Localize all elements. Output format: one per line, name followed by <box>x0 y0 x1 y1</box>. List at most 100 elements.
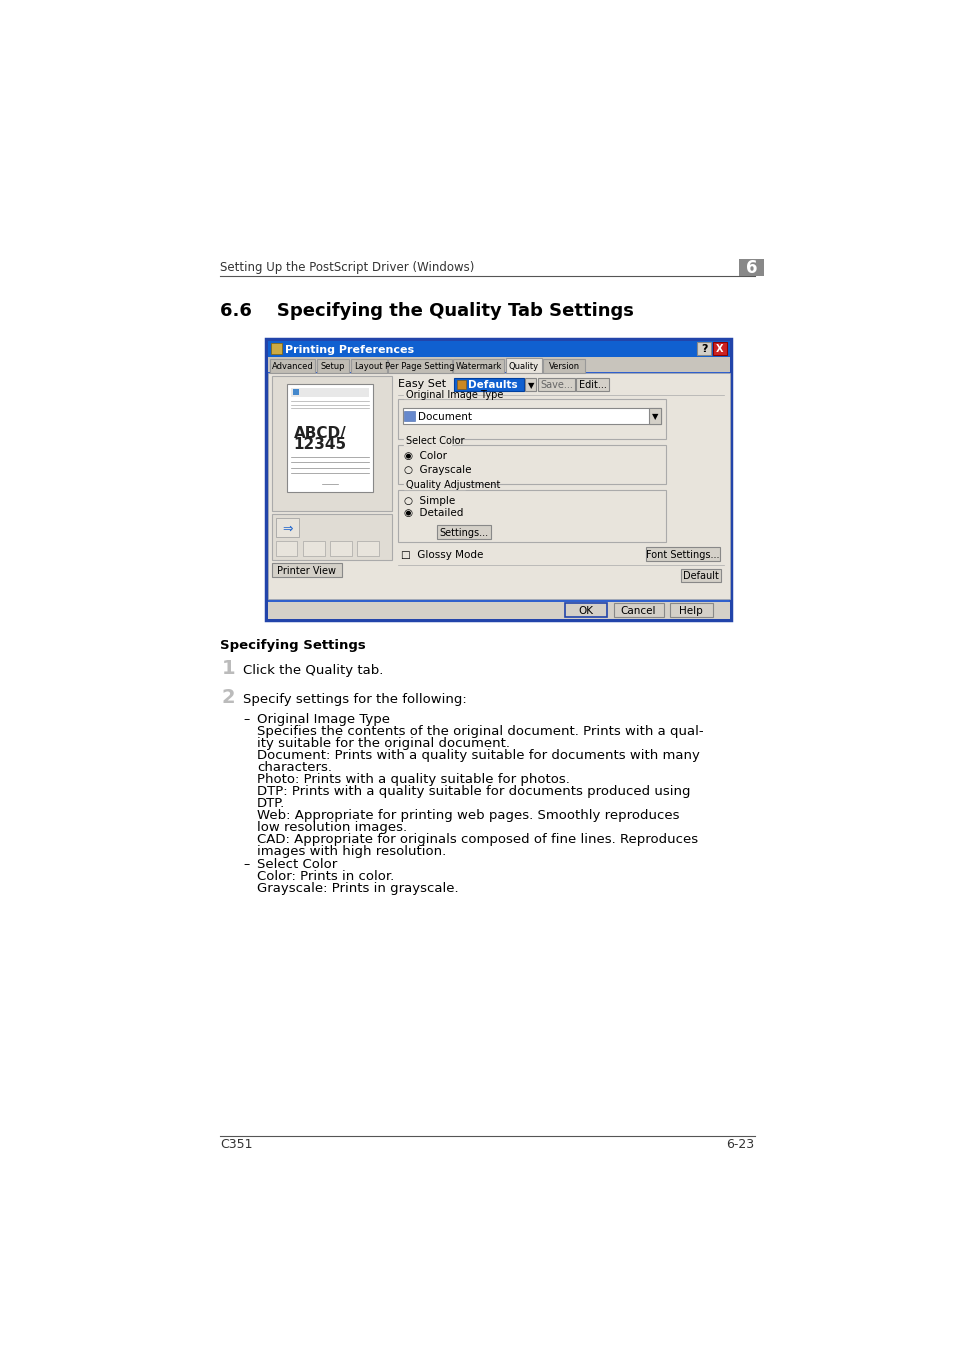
Text: ◉  Detailed: ◉ Detailed <box>404 508 463 518</box>
Text: 2: 2 <box>221 688 235 707</box>
Text: ▼: ▼ <box>651 412 658 421</box>
FancyBboxPatch shape <box>739 259 763 275</box>
FancyBboxPatch shape <box>645 547 720 560</box>
FancyBboxPatch shape <box>268 356 729 373</box>
Text: Easy Set: Easy Set <box>397 379 446 389</box>
Text: –: – <box>243 859 250 871</box>
FancyBboxPatch shape <box>272 563 341 576</box>
FancyBboxPatch shape <box>680 568 720 582</box>
Text: X: X <box>716 344 723 354</box>
Text: DTP.: DTP. <box>257 796 285 810</box>
FancyBboxPatch shape <box>266 339 731 620</box>
FancyBboxPatch shape <box>402 409 660 424</box>
Text: Color: Prints in color.: Color: Prints in color. <box>257 869 394 883</box>
FancyBboxPatch shape <box>271 343 282 354</box>
FancyBboxPatch shape <box>613 603 663 617</box>
Text: ?: ? <box>700 344 707 354</box>
FancyBboxPatch shape <box>670 603 712 617</box>
Text: low resolution images.: low resolution images. <box>257 821 407 834</box>
FancyBboxPatch shape <box>397 490 665 543</box>
FancyBboxPatch shape <box>454 378 523 392</box>
Text: Select Color: Select Color <box>406 436 464 446</box>
FancyBboxPatch shape <box>303 541 324 556</box>
Text: Web: Appropriate for printing web pages. Smoothly reproduces: Web: Appropriate for printing web pages.… <box>257 809 679 822</box>
Text: DTP: Prints with a quality suitable for documents produced using: DTP: Prints with a quality suitable for … <box>257 784 690 798</box>
Text: C351: C351 <box>220 1138 253 1152</box>
FancyBboxPatch shape <box>293 389 298 396</box>
FancyBboxPatch shape <box>275 541 297 556</box>
Text: ABCD/: ABCD/ <box>294 425 346 440</box>
Text: characters.: characters. <box>257 761 332 774</box>
FancyBboxPatch shape <box>268 373 729 598</box>
Text: ⇒: ⇒ <box>282 524 293 536</box>
Text: □  Glossy Mode: □ Glossy Mode <box>401 549 483 560</box>
Text: Photo: Prints with a quality suitable for photos.: Photo: Prints with a quality suitable fo… <box>257 774 570 786</box>
Text: 6: 6 <box>745 259 757 277</box>
Text: Select Color: Select Color <box>257 859 337 871</box>
FancyBboxPatch shape <box>291 387 369 397</box>
FancyBboxPatch shape <box>356 541 378 556</box>
Text: Document: Document <box>418 412 472 423</box>
Text: ◉  Color: ◉ Color <box>404 451 447 462</box>
Text: ity suitable for the original document.: ity suitable for the original document. <box>257 737 510 751</box>
FancyBboxPatch shape <box>270 359 315 373</box>
FancyBboxPatch shape <box>397 446 665 483</box>
FancyBboxPatch shape <box>388 359 452 373</box>
Text: Default: Default <box>682 571 719 582</box>
Text: ○  Grayscale: ○ Grayscale <box>404 466 472 475</box>
FancyBboxPatch shape <box>564 603 607 617</box>
FancyBboxPatch shape <box>697 342 711 355</box>
FancyBboxPatch shape <box>330 541 352 556</box>
Text: Layout: Layout <box>355 362 383 371</box>
Text: Click the Quality tab.: Click the Quality tab. <box>243 664 383 678</box>
FancyBboxPatch shape <box>272 377 392 510</box>
FancyBboxPatch shape <box>351 359 386 373</box>
Text: Advanced: Advanced <box>272 362 314 371</box>
FancyBboxPatch shape <box>268 340 729 358</box>
FancyBboxPatch shape <box>542 359 584 373</box>
Text: Setup: Setup <box>320 362 345 371</box>
Text: images with high resolution.: images with high resolution. <box>257 845 446 857</box>
Text: Cancel: Cancel <box>620 606 656 616</box>
FancyBboxPatch shape <box>397 400 665 439</box>
FancyBboxPatch shape <box>576 378 608 392</box>
Text: Font Settings...: Font Settings... <box>645 549 719 560</box>
Text: –: – <box>243 713 250 726</box>
FancyBboxPatch shape <box>453 359 504 373</box>
Text: 6.6    Specifying the Quality Tab Settings: 6.6 Specifying the Quality Tab Settings <box>220 302 633 320</box>
Text: Setting Up the PostScript Driver (Windows): Setting Up the PostScript Driver (Window… <box>220 262 474 274</box>
Text: Original Image Type: Original Image Type <box>257 713 390 726</box>
Text: ○  Simple: ○ Simple <box>404 495 456 506</box>
Text: OK: OK <box>578 606 593 616</box>
FancyBboxPatch shape <box>525 378 536 392</box>
Text: Defaults: Defaults <box>468 381 517 390</box>
Text: Watermark: Watermark <box>456 362 501 371</box>
Text: Quality: Quality <box>508 362 538 371</box>
FancyBboxPatch shape <box>537 378 575 392</box>
FancyBboxPatch shape <box>268 602 729 618</box>
Text: Per Page Setting: Per Page Setting <box>385 362 455 371</box>
Text: Help: Help <box>679 606 702 616</box>
Text: Specifying Settings: Specifying Settings <box>220 640 365 652</box>
FancyBboxPatch shape <box>456 379 466 389</box>
FancyBboxPatch shape <box>316 359 349 373</box>
FancyBboxPatch shape <box>712 342 726 355</box>
Text: Printer View: Printer View <box>277 566 336 576</box>
FancyBboxPatch shape <box>287 383 373 491</box>
FancyBboxPatch shape <box>648 409 660 424</box>
Text: Original Image Type: Original Image Type <box>406 390 503 400</box>
Text: 1: 1 <box>221 659 235 678</box>
Text: Version: Version <box>548 362 579 371</box>
FancyBboxPatch shape <box>436 525 491 539</box>
Text: Specifies the contents of the original document. Prints with a qual-: Specifies the contents of the original d… <box>257 725 703 738</box>
Text: Printing Preferences: Printing Preferences <box>285 346 414 355</box>
Text: Specify settings for the following:: Specify settings for the following: <box>243 694 467 706</box>
Text: Settings...: Settings... <box>439 528 488 539</box>
Text: Document: Prints with a quality suitable for documents with many: Document: Prints with a quality suitable… <box>257 749 700 763</box>
Text: ▼: ▼ <box>527 381 534 390</box>
Text: 12345: 12345 <box>294 437 346 452</box>
Text: Edit...: Edit... <box>578 381 606 390</box>
FancyBboxPatch shape <box>275 518 298 537</box>
Text: Grayscale: Prints in grayscale.: Grayscale: Prints in grayscale. <box>257 882 458 895</box>
FancyBboxPatch shape <box>505 358 541 373</box>
